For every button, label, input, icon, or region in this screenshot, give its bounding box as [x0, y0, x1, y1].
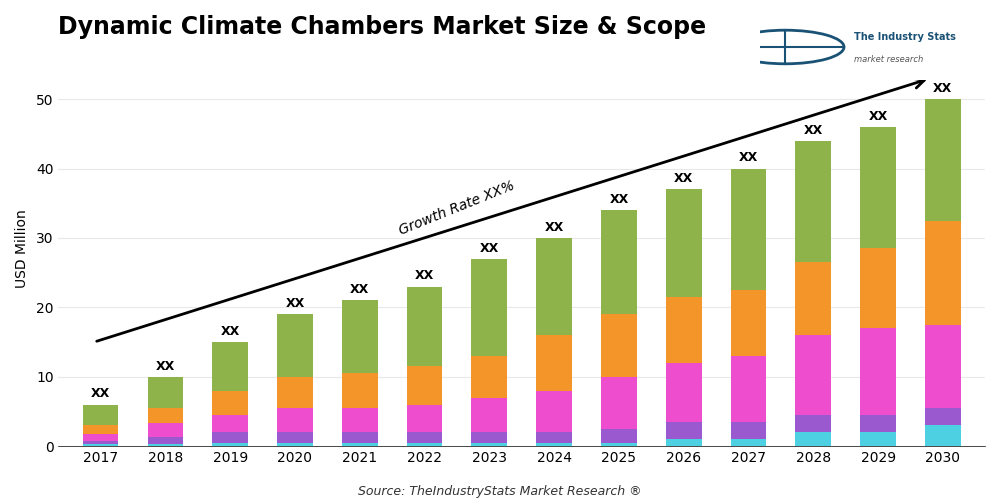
Text: XX: XX: [156, 360, 175, 372]
Bar: [83, 426, 118, 434]
Text: Source: TheIndustryStats Market Research ®: Source: TheIndustryStats Market Research…: [358, 484, 642, 498]
Bar: [471, 259, 507, 356]
Bar: [471, 356, 507, 398]
Bar: [148, 377, 183, 408]
Bar: [342, 432, 378, 442]
Bar: [83, 404, 118, 425]
Bar: [407, 404, 442, 432]
Bar: [83, 434, 118, 440]
Text: The Industry Stats: The Industry Stats: [854, 32, 956, 42]
Bar: [471, 398, 507, 432]
Bar: [148, 444, 183, 446]
Text: XX: XX: [91, 388, 110, 400]
Text: Dynamic Climate Chambers Market Size & Scope: Dynamic Climate Chambers Market Size & S…: [58, 15, 707, 39]
Bar: [860, 248, 896, 328]
Bar: [731, 168, 766, 290]
Bar: [925, 99, 961, 220]
Bar: [83, 444, 118, 446]
Bar: [860, 328, 896, 415]
Bar: [666, 422, 702, 439]
Bar: [601, 210, 637, 314]
Bar: [536, 442, 572, 446]
Bar: [148, 408, 183, 423]
Bar: [148, 423, 183, 437]
Bar: [342, 300, 378, 374]
Bar: [795, 262, 831, 335]
Text: XX: XX: [285, 297, 305, 310]
Text: XX: XX: [868, 110, 888, 123]
Bar: [795, 432, 831, 446]
Bar: [342, 442, 378, 446]
Bar: [277, 432, 313, 442]
Text: XX: XX: [804, 124, 823, 136]
Bar: [601, 429, 637, 442]
Bar: [212, 432, 248, 442]
Bar: [212, 390, 248, 415]
Bar: [860, 127, 896, 248]
Bar: [536, 335, 572, 390]
Bar: [925, 408, 961, 426]
Bar: [277, 314, 313, 377]
Bar: [731, 422, 766, 439]
Bar: [925, 426, 961, 446]
Text: Growth Rate XX%: Growth Rate XX%: [397, 178, 517, 238]
Text: XX: XX: [674, 172, 693, 186]
Bar: [212, 342, 248, 390]
Bar: [212, 442, 248, 446]
Bar: [83, 440, 118, 444]
Bar: [407, 366, 442, 405]
Bar: [731, 290, 766, 356]
Text: XX: XX: [415, 270, 434, 282]
Bar: [601, 314, 637, 377]
Bar: [407, 432, 442, 442]
Bar: [795, 335, 831, 415]
Bar: [860, 415, 896, 432]
Bar: [407, 286, 442, 366]
Text: XX: XX: [350, 284, 369, 296]
Bar: [277, 408, 313, 432]
Text: XX: XX: [221, 325, 240, 338]
Text: XX: XX: [609, 193, 629, 206]
Bar: [342, 374, 378, 408]
Bar: [277, 442, 313, 446]
Bar: [342, 408, 378, 432]
Bar: [536, 432, 572, 442]
Text: market research: market research: [854, 54, 924, 64]
Text: XX: XX: [544, 221, 564, 234]
Bar: [731, 356, 766, 422]
Bar: [925, 220, 961, 324]
Y-axis label: USD Million: USD Million: [15, 209, 29, 288]
Bar: [795, 141, 831, 262]
Text: XX: XX: [739, 152, 758, 164]
Bar: [731, 439, 766, 446]
Bar: [860, 432, 896, 446]
Bar: [666, 439, 702, 446]
Bar: [148, 437, 183, 444]
Bar: [407, 442, 442, 446]
Bar: [666, 363, 702, 422]
Bar: [536, 390, 572, 432]
Bar: [666, 297, 702, 363]
Text: XX: XX: [933, 82, 953, 95]
Bar: [601, 377, 637, 429]
Bar: [601, 442, 637, 446]
Bar: [471, 432, 507, 442]
Bar: [925, 324, 961, 408]
Bar: [666, 190, 702, 297]
Text: XX: XX: [480, 242, 499, 254]
Bar: [471, 442, 507, 446]
Bar: [212, 415, 248, 432]
Bar: [795, 415, 831, 432]
Bar: [536, 238, 572, 335]
Bar: [277, 377, 313, 408]
